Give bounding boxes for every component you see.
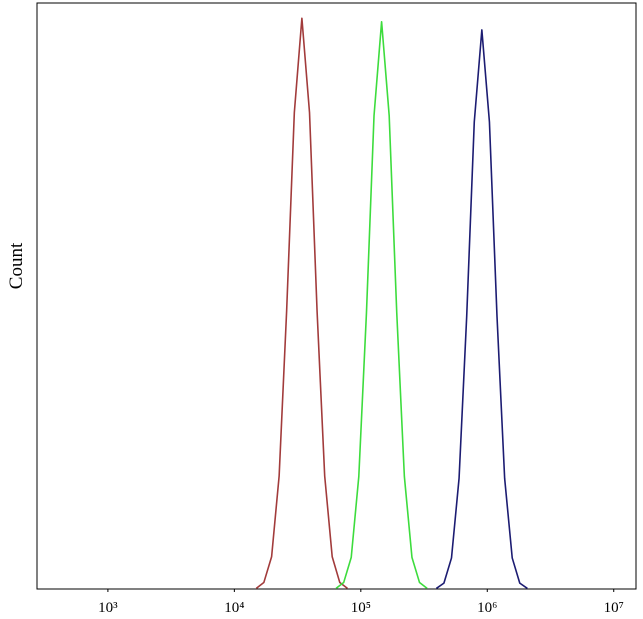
x-tick-label: 10⁷ [604,600,624,616]
y-axis-label: Count [6,242,27,289]
x-tick-label: 10⁵ [351,600,371,616]
plot-frame [36,2,637,590]
x-tick-label: 10³ [98,600,118,616]
histogram-line [435,29,528,590]
x-tick-label: 10⁴ [224,600,244,616]
histogram-line [335,20,428,590]
x-tick-label: 10⁶ [477,600,497,616]
histogram-line [255,17,348,590]
